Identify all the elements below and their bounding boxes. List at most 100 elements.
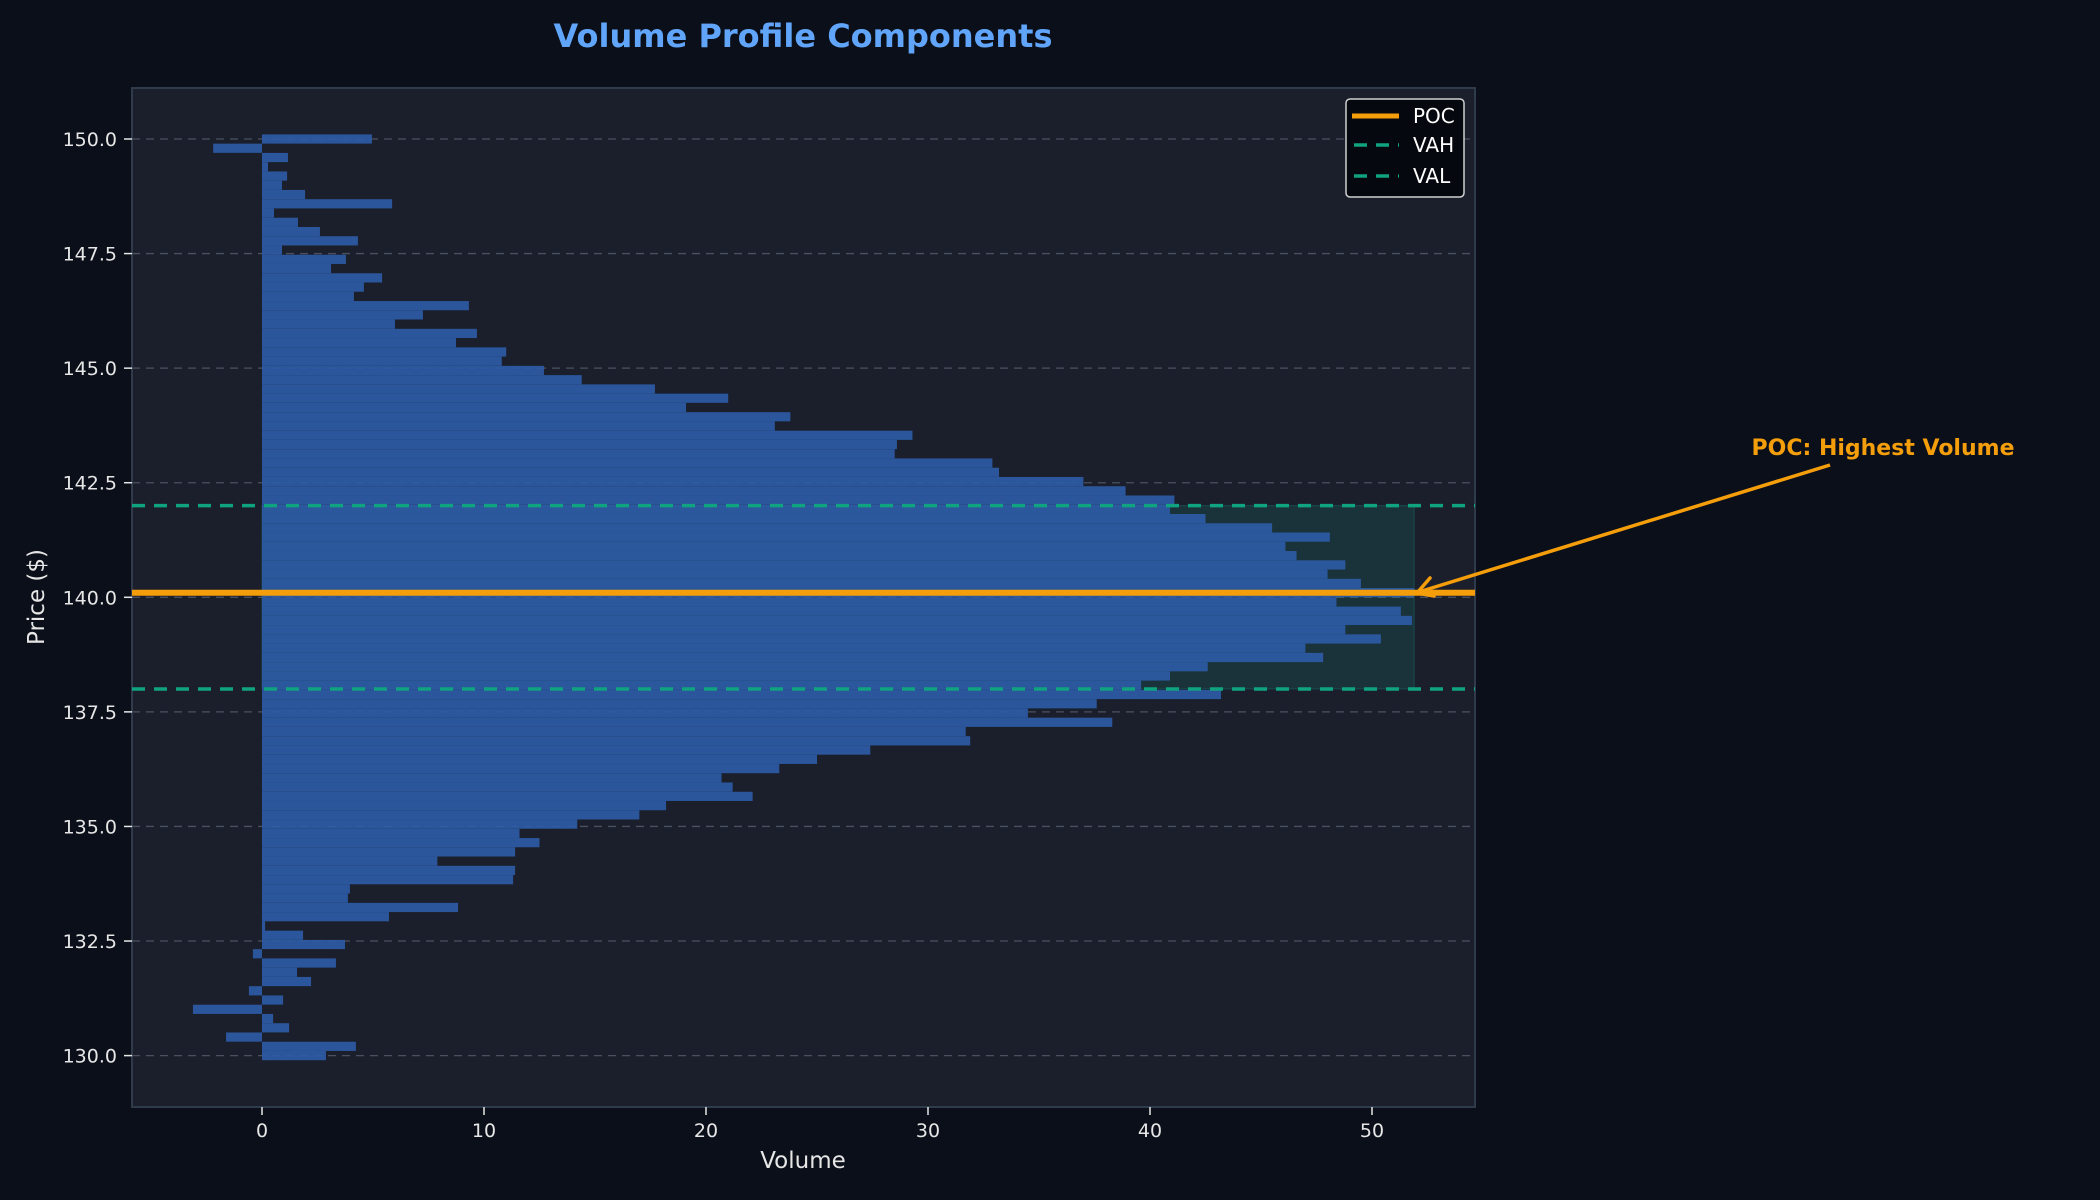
y-tick-label: 130.0 — [63, 1046, 117, 1068]
volume-bar — [262, 458, 993, 468]
volume-bar — [262, 199, 393, 209]
volume-bar — [262, 301, 469, 311]
volume-bar — [262, 578, 1361, 589]
legend-poc-label: POC — [1413, 104, 1455, 128]
volume-bar — [262, 365, 544, 376]
volume-bar — [262, 476, 1084, 487]
volume-bar — [262, 1013, 274, 1024]
volume-bar — [262, 134, 372, 144]
volume-bar — [262, 569, 1328, 579]
volume-bar — [262, 226, 320, 237]
volume-bar — [262, 773, 722, 783]
y-tick-label: 140.0 — [63, 587, 117, 609]
volume-bar — [262, 921, 266, 931]
volume-bar — [262, 504, 1170, 514]
volume-bar — [262, 523, 1273, 533]
legend-box — [1345, 98, 1465, 198]
volume-bar — [262, 375, 582, 385]
y-tick-label: 147.5 — [63, 244, 117, 266]
volume-bar — [262, 912, 389, 922]
annotation-text: POC: Highest Volume — [1752, 436, 2015, 461]
volume-bar — [262, 541, 1286, 551]
volume-bar — [262, 902, 459, 913]
volume-bar — [262, 615, 1412, 626]
y-tick-label: 135.0 — [63, 816, 117, 838]
volume-bar — [262, 551, 1297, 561]
volume-bar — [262, 782, 733, 792]
volume-bar — [262, 745, 871, 755]
volume-bar — [262, 356, 502, 366]
volume-bar — [262, 699, 1097, 709]
volume-bar — [262, 754, 817, 764]
volume-bar — [262, 514, 1206, 524]
volume-bar — [262, 291, 354, 301]
volume-bar — [262, 865, 516, 876]
volume-bar — [262, 162, 268, 172]
volume-bar — [262, 634, 1381, 644]
volume-bar — [262, 856, 438, 866]
volume-bar — [262, 412, 791, 422]
volume-bar — [262, 847, 516, 857]
volume-bar — [262, 338, 457, 348]
volume-bar — [262, 838, 540, 848]
y-tick-label: 145.0 — [63, 358, 117, 380]
volume-bar — [262, 208, 274, 218]
volume-bar — [262, 486, 1126, 496]
chart-title: Volume Profile Components — [554, 17, 1053, 55]
volume-bar — [262, 282, 364, 292]
volume-bar — [262, 625, 1346, 635]
volume-bar — [262, 402, 687, 413]
volume-bar — [262, 819, 578, 829]
y-tick-label: 142.5 — [63, 473, 117, 495]
volume-bar — [262, 189, 306, 200]
volume-bar — [262, 1051, 326, 1061]
volume-bar — [248, 986, 262, 996]
x-tick-label: 10 — [472, 1120, 496, 1142]
x-tick-label: 50 — [1360, 1120, 1384, 1142]
x-tick-label: 40 — [1138, 1120, 1162, 1142]
x-axis: 0 10 20 30 40 50 — [256, 1107, 1384, 1142]
volume-bar — [262, 430, 913, 440]
x-tick-label: 20 — [694, 1120, 718, 1142]
volume-bar — [262, 449, 895, 459]
volume-bar — [262, 652, 1324, 663]
volume-bar — [262, 495, 1175, 505]
volume-bar — [262, 273, 383, 283]
volume-bar — [262, 671, 1170, 681]
volume-bar — [262, 560, 1346, 570]
volume-bar — [262, 967, 298, 977]
legend-val-label: VAL — [1413, 164, 1451, 188]
poc-annotation: POC: Highest Volume — [1415, 436, 2015, 598]
volume-bar — [262, 995, 284, 1005]
volume-bar — [262, 439, 897, 450]
volume-bar — [262, 264, 332, 274]
y-tick-label: 132.5 — [63, 931, 117, 953]
volume-bar — [262, 319, 395, 329]
volume-bar — [262, 1023, 290, 1033]
x-axis-label: Volume — [760, 1148, 846, 1174]
volume-bar — [262, 606, 1401, 616]
volume-bar — [192, 1004, 262, 1014]
volume-bars — [192, 134, 1415, 1061]
legend-vah-label: VAH — [1413, 133, 1454, 157]
volume-bar — [262, 217, 298, 227]
volume-bar — [262, 875, 514, 885]
volume-bar — [226, 1032, 262, 1042]
volume-bar — [262, 930, 304, 940]
volume-bar — [262, 662, 1208, 672]
volume-bar — [262, 236, 358, 246]
y-axis: 130.0 132.5 135.0 137.5 140.0 142.5 145.0 147.5… — [63, 129, 132, 1068]
volume-bar — [262, 810, 640, 820]
volume-bar — [262, 532, 1330, 542]
y-tick-label: 150.0 — [63, 129, 117, 151]
volume-bar — [262, 384, 655, 394]
volume-bar — [262, 245, 282, 255]
volume-bar — [262, 717, 1113, 727]
volume-bar — [262, 171, 288, 181]
volume-bar — [262, 347, 507, 357]
level-lines — [132, 503, 1475, 691]
volume-bar — [213, 143, 262, 153]
volume-bar — [262, 421, 775, 431]
volume-bar — [262, 643, 1306, 653]
